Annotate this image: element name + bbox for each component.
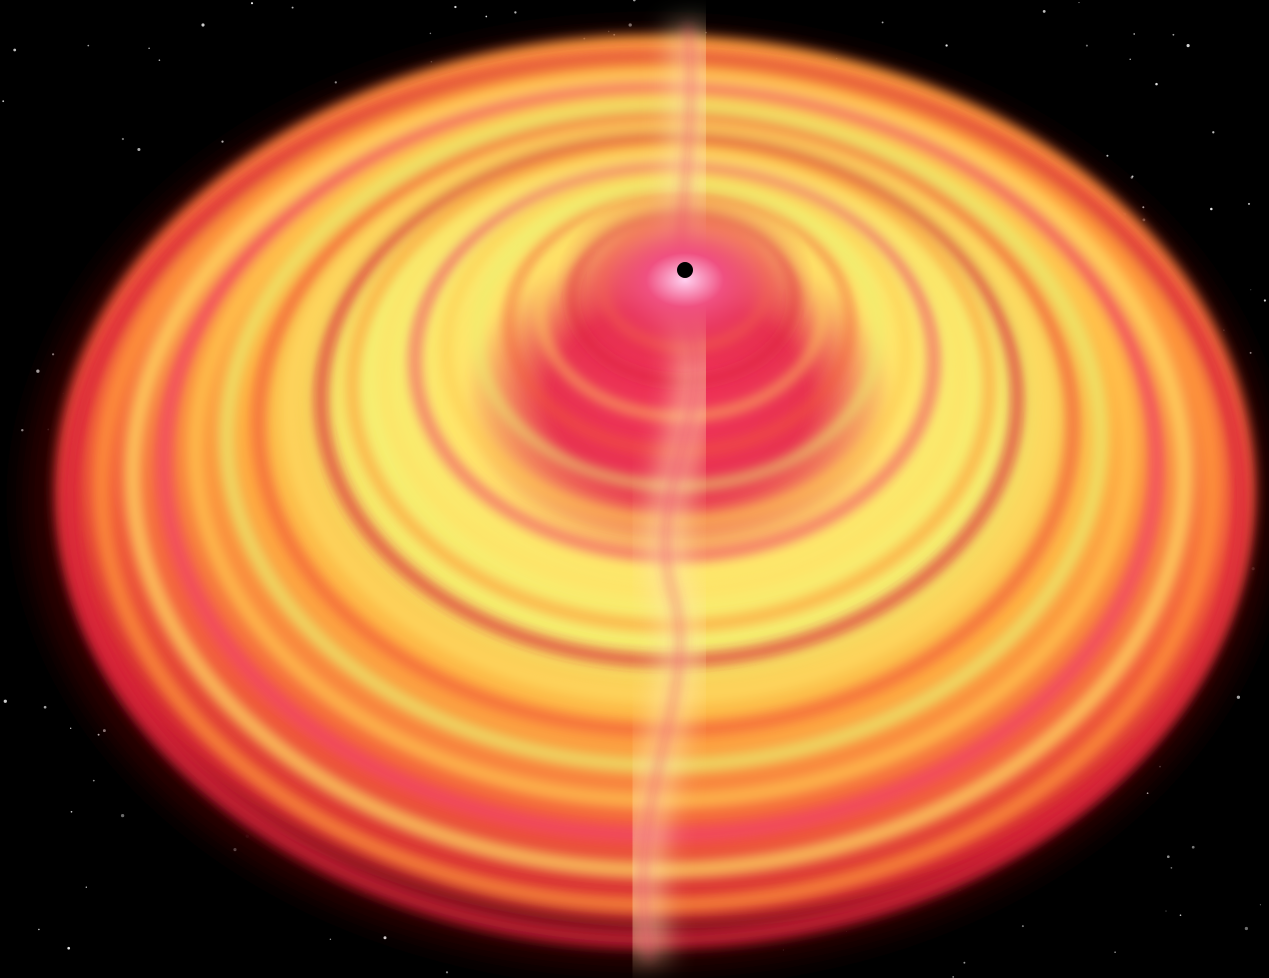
star <box>70 727 72 729</box>
star <box>1236 695 1241 699</box>
star <box>38 928 40 931</box>
star <box>945 44 948 47</box>
star <box>1129 58 1131 61</box>
star <box>250 2 254 5</box>
star <box>70 810 73 813</box>
star <box>148 47 150 49</box>
star <box>1021 925 1024 928</box>
star <box>1085 44 1088 47</box>
star <box>1106 154 1109 157</box>
black-hole <box>677 262 693 278</box>
star <box>1131 175 1134 178</box>
star <box>1210 207 1213 211</box>
star <box>21 428 24 432</box>
star <box>43 705 47 709</box>
star <box>454 5 457 9</box>
star <box>1146 792 1149 795</box>
star <box>1191 845 1195 849</box>
star <box>52 353 55 356</box>
star <box>1247 202 1251 205</box>
star <box>121 137 125 141</box>
star <box>87 44 90 47</box>
star <box>1179 914 1182 916</box>
star <box>67 946 71 950</box>
star <box>1114 951 1116 953</box>
star <box>429 32 432 35</box>
star <box>221 140 224 143</box>
star <box>383 936 387 940</box>
star <box>1212 131 1215 134</box>
star <box>485 15 488 18</box>
star <box>97 733 100 736</box>
star <box>158 59 161 61</box>
star <box>120 813 125 818</box>
star <box>628 23 632 27</box>
star <box>3 699 7 703</box>
star <box>1078 2 1080 4</box>
star <box>1259 904 1261 906</box>
star <box>2 100 5 103</box>
star <box>445 971 449 974</box>
star <box>1186 44 1190 48</box>
star <box>1155 82 1158 86</box>
star <box>1166 855 1170 859</box>
star <box>1142 206 1145 209</box>
star <box>1250 289 1252 291</box>
star <box>291 6 294 9</box>
star <box>514 11 517 14</box>
star <box>13 48 17 52</box>
star <box>137 147 141 152</box>
inner-glow <box>555 190 815 370</box>
star <box>881 21 884 24</box>
star <box>1263 299 1266 302</box>
star <box>1133 33 1136 35</box>
star <box>952 975 955 978</box>
star <box>963 961 966 964</box>
star <box>1244 926 1249 931</box>
star <box>201 23 205 27</box>
star <box>1042 10 1046 13</box>
star <box>1165 910 1167 912</box>
star <box>92 779 95 782</box>
star <box>334 81 337 84</box>
star <box>329 938 332 940</box>
star <box>632 0 636 2</box>
star <box>1249 351 1252 354</box>
star <box>1172 33 1175 36</box>
star <box>1170 867 1173 869</box>
star <box>36 369 40 373</box>
star <box>85 886 87 888</box>
